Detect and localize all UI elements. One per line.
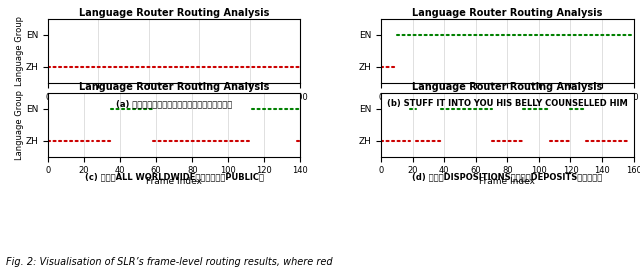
Title: Language Router Routing Analysis: Language Router Routing Analysis — [412, 82, 603, 92]
X-axis label: Frame Index: Frame Index — [479, 177, 536, 186]
Text: (c) 我司的ALL WORLDWIDE邮件组居然是PUBLIC的: (c) 我司的ALL WORLDWIDE邮件组居然是PUBLIC的 — [84, 173, 264, 182]
Y-axis label: Language Group: Language Group — [15, 90, 24, 160]
Text: (a) 如果你还记得我明年这个时候老地方老时间见: (a) 如果你还记得我明年这个时候老地方老时间见 — [116, 99, 232, 108]
X-axis label: Frame Index: Frame Index — [479, 103, 536, 112]
Text: Fig. 2: Visualisation of SLR’s frame-level routing results, where red: Fig. 2: Visualisation of SLR’s frame-lev… — [6, 257, 333, 267]
Y-axis label: Language Group: Language Group — [15, 16, 24, 86]
X-axis label: Frame Index: Frame Index — [146, 103, 202, 112]
Text: (b) STUFF IT INTO YOU HIS BELLY COUNSELLED HIM: (b) STUFF IT INTO YOU HIS BELLY COUNSELL… — [387, 99, 628, 108]
Title: Language Router Routing Analysis: Language Router Routing Analysis — [79, 82, 269, 92]
Title: Language Router Routing Analysis: Language Router Routing Analysis — [412, 8, 603, 18]
Text: (d) 这里的DISPOSITIONS其实改为DEPOSITS问题也不大: (d) 这里的DISPOSITIONS其实改为DEPOSITS问题也不大 — [412, 173, 602, 182]
Title: Language Router Routing Analysis: Language Router Routing Analysis — [79, 8, 269, 18]
X-axis label: Frame Index: Frame Index — [146, 177, 202, 186]
